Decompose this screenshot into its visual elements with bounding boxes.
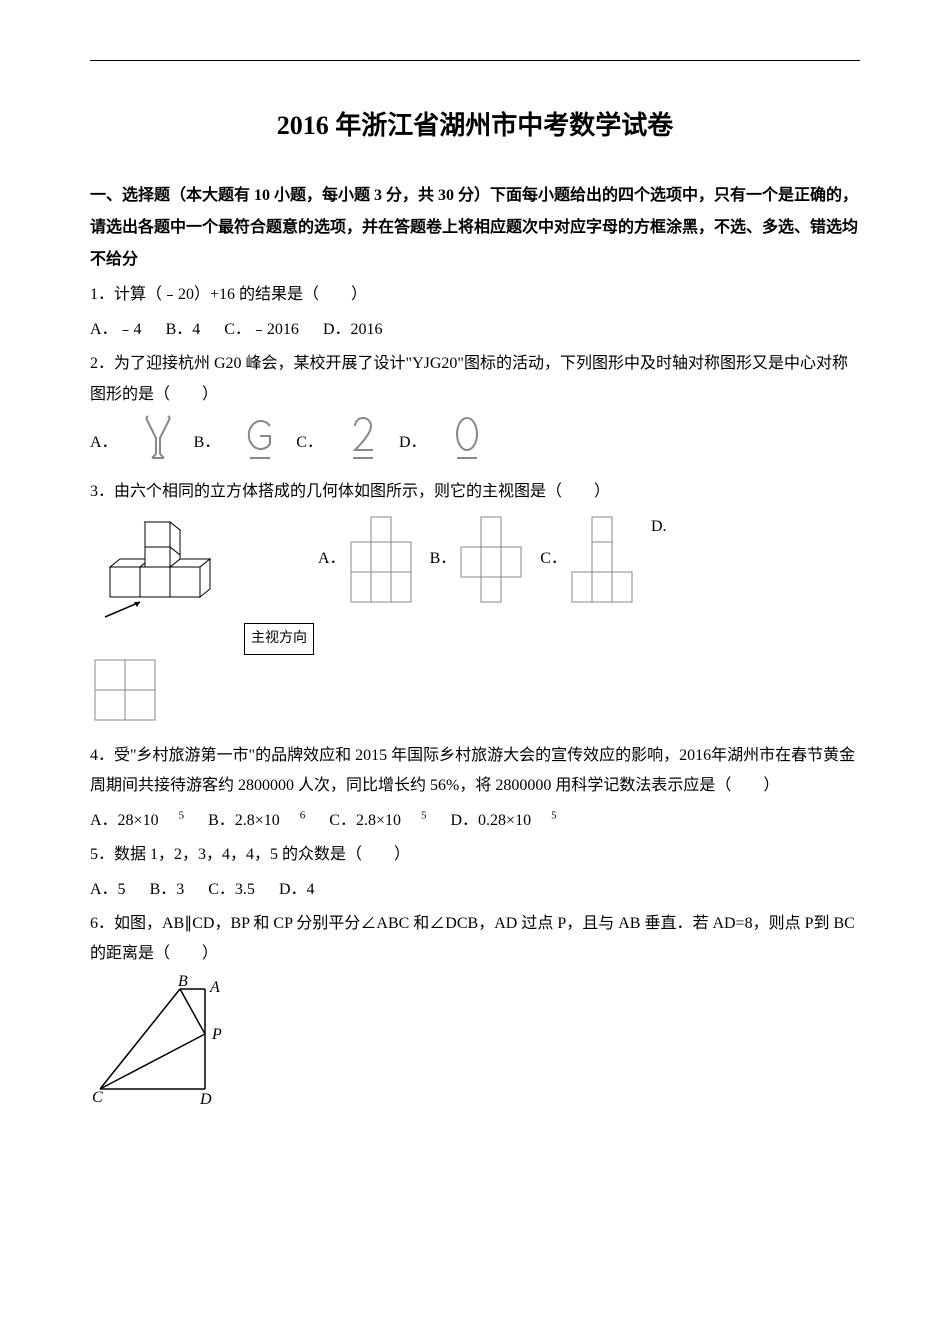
question-4: 4．受"乡村旅游第一市"的品牌效应和 2015 年国际乡村旅游大会的宣传效应的影… (90, 741, 860, 802)
q5-option-b: B．3 (150, 881, 185, 898)
q3-option-b-label: B． (430, 544, 457, 574)
question-2-options: A． B． C． D． (90, 414, 860, 473)
q4-option-b: B．2.8×106 (208, 812, 305, 829)
isometric-figure: 主视方向 (90, 512, 314, 656)
q6-figure: B A P C D (90, 974, 860, 1115)
q1-option-b: B．4 (166, 321, 201, 338)
view-direction-label: 主视方向 (244, 623, 314, 656)
q5-option-c: C．3.5 (208, 881, 255, 898)
q1-option-c: C．﹣2016 (224, 321, 299, 338)
exam-title: 2016 年浙江省湖州市中考数学试卷 (90, 101, 860, 150)
header-rule (90, 60, 860, 61)
g-letter-icon (244, 414, 276, 473)
front-view-c-icon (567, 512, 637, 607)
svg-text:C: C (92, 1089, 103, 1104)
section-1-header: 一、选择题（本大题有 10 小题，每小题 3 分，共 30 分）下面每小题给出的… (90, 180, 860, 276)
q3-option-c-label: C． (540, 544, 567, 574)
front-view-b-icon (456, 512, 526, 607)
question-1-options: A．﹣4 B．4 C．﹣2016 D．2016 (90, 315, 860, 345)
q3-option-d-label: D. (651, 512, 667, 542)
q4-option-a: A．28×105 (90, 812, 184, 829)
svg-text:A: A (209, 979, 220, 996)
q5-option-d: D．4 (279, 881, 315, 898)
y-letter-icon (142, 414, 174, 473)
two-digit-icon (347, 414, 379, 473)
q5-option-a: A．5 (90, 881, 126, 898)
q3-option-a-label: A． (318, 544, 346, 574)
zero-digit-icon (451, 414, 483, 473)
question-5: 5．数据 1，2，3，4，4，5 的众数是（ ） (90, 840, 860, 870)
front-view-d-icon (90, 655, 160, 725)
q2-option-b-label: B． (194, 428, 221, 458)
question-1: 1．计算（﹣20）+16 的结果是（ ） (90, 280, 860, 310)
question-6: 6．如图，AB∥CD，BP 和 CP 分别平分∠ABC 和∠DCB，AD 过点 … (90, 909, 860, 970)
q4-option-d: D．0.28×105 (451, 812, 557, 829)
q4-option-c: C．2.8×105 (329, 812, 426, 829)
question-3-figures: 主视方向 A． B． (90, 512, 860, 656)
question-5-options: A．5 B．3 C．3.5 D．4 (90, 875, 860, 905)
question-4-options: A．28×105 B．2.8×106 C．2.8×105 D．0.28×105 (90, 806, 860, 837)
front-view-d-figure (90, 655, 860, 736)
question-2: 2．为了迎接杭州 G20 峰会，某校开展了设计"YJG20"图标的活动，下列图形… (90, 349, 860, 410)
q2-option-a-label: A． (90, 428, 118, 458)
svg-text:D: D (199, 1091, 212, 1104)
q2-option-d-label: D． (399, 428, 427, 458)
svg-text:B: B (178, 974, 188, 990)
q1-option-a: A．﹣4 (90, 321, 142, 338)
front-view-a-icon (346, 512, 416, 607)
svg-text:P: P (211, 1026, 222, 1043)
q2-option-c-label: C． (296, 428, 323, 458)
question-3: 3．由六个相同的立方体搭成的几何体如图所示，则它的主视图是（ ） (90, 477, 860, 507)
q1-option-d: D．2016 (323, 321, 383, 338)
